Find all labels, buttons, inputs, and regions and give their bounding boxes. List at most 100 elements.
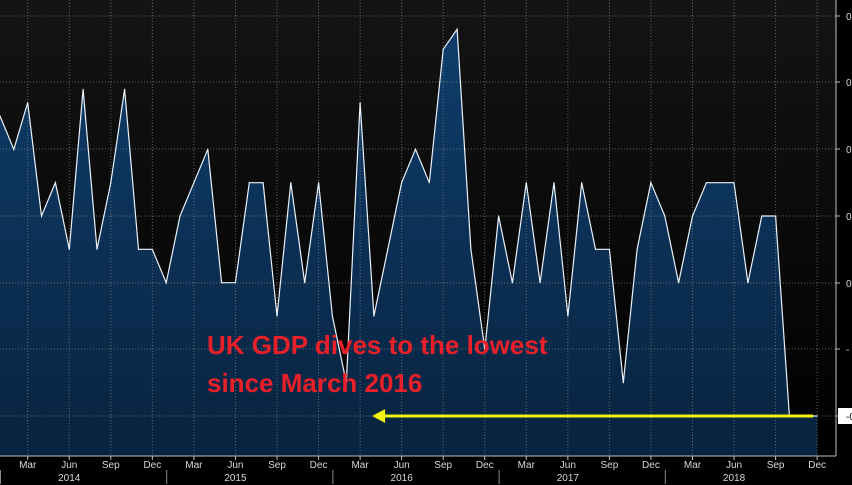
- y-tick-label: -0: [846, 412, 852, 423]
- arrow-head: [372, 409, 386, 423]
- annotation-layer: UK GDP dives to the lowest since March 2…: [207, 330, 814, 423]
- y-tick-label: 0.: [846, 145, 852, 156]
- data-point: [40, 215, 43, 217]
- data-point: [539, 282, 541, 284]
- data-point: [248, 182, 250, 184]
- data-point: [318, 182, 320, 184]
- x-tick-label: Sep: [268, 460, 286, 471]
- data-point: [165, 282, 167, 284]
- x-tick-label: Mar: [19, 460, 37, 471]
- x-tick-label: Jun: [227, 460, 243, 471]
- data-point: [816, 415, 818, 417]
- data-point: [498, 215, 500, 217]
- data-point: [345, 382, 347, 384]
- data-point: [304, 282, 306, 284]
- data-point: [124, 88, 126, 90]
- data-point: [262, 182, 264, 184]
- data-point: [456, 28, 458, 30]
- x-tick-label: Sep: [434, 460, 452, 471]
- data-point: [733, 182, 735, 184]
- data-point: [373, 315, 375, 317]
- data-point: [594, 248, 597, 250]
- grid-layer: [0, 0, 836, 456]
- x-tick-label: Mar: [684, 460, 702, 471]
- data-point: [747, 282, 749, 284]
- data-point: [54, 182, 57, 184]
- data-point: [581, 182, 583, 184]
- x-tick-label: Dec: [808, 460, 826, 471]
- y-tick-label: 0.: [846, 78, 852, 89]
- series-line: [0, 27, 818, 417]
- year-label: 2016: [391, 473, 414, 484]
- data-point: [553, 182, 555, 184]
- data-point: [636, 248, 638, 250]
- data-point: [608, 248, 611, 250]
- data-point: [27, 102, 29, 104]
- data-point: [567, 315, 569, 317]
- data-point: [359, 102, 361, 104]
- data-point: [484, 348, 486, 350]
- year-label: 2018: [723, 473, 746, 484]
- data-point: [96, 248, 98, 250]
- data-point: [0, 115, 1, 117]
- line-layer: [0, 27, 818, 417]
- x-tick-label: Dec: [476, 460, 494, 471]
- x-tick-label: Sep: [767, 460, 785, 471]
- x-tick-label: Mar: [351, 460, 369, 471]
- data-point: [622, 382, 624, 384]
- x-tick-label: Jun: [560, 460, 576, 471]
- annotation-line-2: since March 2016: [207, 368, 422, 398]
- data-point: [331, 315, 333, 317]
- data-point: [442, 48, 444, 50]
- data-point: [137, 248, 140, 250]
- x-tick-label: Mar: [185, 460, 203, 471]
- data-point: [387, 248, 389, 250]
- x-tick-label: Dec: [143, 460, 161, 471]
- x-tick-label: Mar: [518, 460, 536, 471]
- data-point: [179, 215, 181, 217]
- y-tick-label: 0.: [846, 12, 852, 23]
- year-label: 2017: [557, 473, 580, 484]
- x-tick-label: Jun: [61, 460, 77, 471]
- data-point: [775, 215, 777, 217]
- data-point: [691, 215, 694, 217]
- y-tick-label: 0.: [846, 212, 852, 223]
- data-point: [511, 282, 513, 284]
- data-point: [68, 248, 70, 250]
- x-tick-label: Sep: [601, 460, 619, 471]
- data-point: [525, 182, 527, 184]
- data-point: [719, 182, 721, 184]
- annotation-line-1: UK GDP dives to the lowest: [207, 330, 548, 360]
- year-label: 2015: [224, 473, 247, 484]
- year-label: 2014: [58, 473, 81, 484]
- x-tick-label: Jun: [726, 460, 742, 471]
- data-point: [290, 182, 292, 184]
- data-point: [470, 248, 472, 250]
- data-point: [110, 182, 112, 184]
- data-point: [414, 148, 417, 150]
- y-tick-label: 0.: [846, 279, 852, 290]
- x-tick-label: Dec: [310, 460, 328, 471]
- data-point: [401, 182, 403, 184]
- x-tick-label: Dec: [642, 460, 660, 471]
- data-point: [151, 248, 153, 250]
- data-point: [234, 282, 236, 284]
- data-point: [664, 215, 666, 217]
- data-point: [221, 282, 223, 284]
- y-tick-label: -: [846, 345, 849, 356]
- data-point: [678, 282, 680, 284]
- data-point: [207, 148, 209, 150]
- data-point: [650, 182, 652, 184]
- data-point: [761, 215, 763, 217]
- last-value-box: [838, 408, 852, 424]
- data-point: [276, 315, 278, 317]
- data-point: [705, 182, 708, 184]
- data-point: [428, 182, 430, 184]
- x-tick-label: Sep: [102, 460, 120, 471]
- data-point: [13, 148, 15, 150]
- data-point: [82, 88, 84, 90]
- x-tick-label: Jun: [394, 460, 410, 471]
- data-point: [193, 182, 195, 184]
